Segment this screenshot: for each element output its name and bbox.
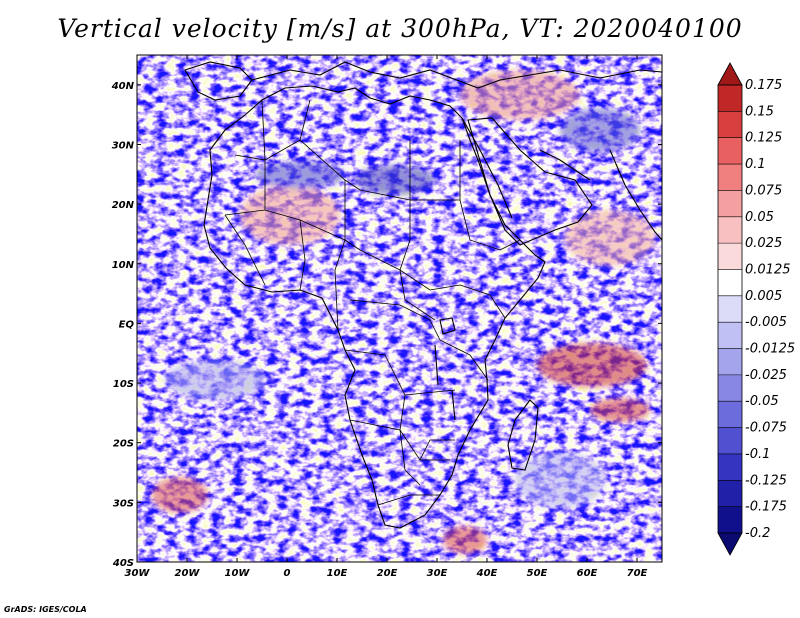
lon-tick-label: 10E [327, 568, 348, 579]
colorbar-label: 0.005 [745, 289, 782, 304]
arabian-peninsula [467, 117, 593, 246]
colorbar-label: 0.125 [745, 131, 782, 146]
colorbar-label: -0.0125 [745, 342, 795, 357]
credit-text: GrADS: IGES/COLA [4, 605, 87, 614]
lat-tick-label: 40S [112, 558, 134, 569]
colorbar-top-arrow [717, 62, 743, 86]
lon-tick-label: 60E [577, 568, 598, 579]
colorbar: 0.175 0.15 0.125 0.1 0.075 0.05 0.025 0.0125 0.0… [717, 62, 795, 556]
lat-tick-label: 10N [112, 260, 135, 271]
map-frame [136, 54, 663, 563]
lake-victoria [439, 317, 456, 335]
longitude-axis: 30W 20W 10W 0 10E 20E 30E 40E 50E 60E 70E [125, 55, 648, 579]
lon-tick-label: 0 [284, 568, 291, 579]
lake-malawi [451, 389, 456, 421]
downdraft-band-sahara [355, 165, 435, 195]
latitude-axis: 40N 30N 20N 10N EQ 10S 20S 30S 40S [111, 81, 662, 569]
velocity-field [137, 55, 662, 562]
iberia-coast [184, 61, 253, 101]
lon-tick-label: 50E [527, 568, 548, 579]
country-borders [224, 99, 521, 506]
colorbar-label: 0.0125 [745, 262, 791, 277]
lat-tick-label: 20S [113, 439, 134, 450]
lon-tick-label: 70E [627, 568, 648, 579]
colorbar-label: 0.15 [745, 104, 774, 119]
lat-tick-label: 20N [112, 200, 135, 211]
colorbar-bottom-arrow [717, 532, 743, 556]
persian-gulf [539, 149, 591, 181]
india-coast [609, 149, 662, 241]
lon-tick-label: 20E [377, 568, 398, 579]
africa-coastline [203, 85, 546, 529]
madagascar [507, 399, 539, 471]
colorbar-label: -0.125 [745, 473, 787, 488]
lon-tick-label: 10W [225, 568, 251, 579]
updraft-patch-indian-ocean [537, 343, 647, 387]
colorbar-label: 0.025 [745, 236, 782, 251]
lat-tick-label: 40N [111, 81, 135, 92]
map-title: Vertical velocity [m/s] at 300hPa, VT: 2… [57, 14, 743, 43]
colorbar-body [717, 84, 743, 534]
lon-tick-label: 30W [125, 568, 151, 579]
colorbar-label: 0.075 [745, 183, 782, 198]
mediterranean-north-coast [251, 61, 662, 89]
colorbar-label: 0.1 [745, 157, 766, 172]
lat-tick-label: EQ [119, 319, 135, 330]
lon-tick-label: 20W [175, 568, 201, 579]
colorbar-label: -0.005 [745, 315, 787, 330]
colorbar-label: -0.1 [745, 447, 770, 462]
colorbar-label: -0.075 [745, 421, 787, 436]
red-sea-coast [461, 117, 513, 219]
colorbar-label: 0.175 [745, 78, 782, 93]
lat-tick-label: 30S [113, 498, 134, 509]
coastlines-and-borders [184, 61, 662, 529]
colorbar-label: -0.175 [745, 500, 787, 515]
colorbar-label: -0.05 [745, 394, 779, 409]
colorbar-label: 0.05 [745, 210, 774, 225]
lat-tick-label: 10S [113, 379, 134, 390]
lon-tick-label: 40E [476, 568, 498, 579]
colorbar-label: -0.025 [745, 368, 787, 383]
lat-tick-label: 30N [112, 140, 135, 151]
lon-tick-label: 30E [427, 568, 448, 579]
colorbar-label: -0.2 [745, 526, 770, 541]
lake-tanganyika [434, 344, 439, 386]
